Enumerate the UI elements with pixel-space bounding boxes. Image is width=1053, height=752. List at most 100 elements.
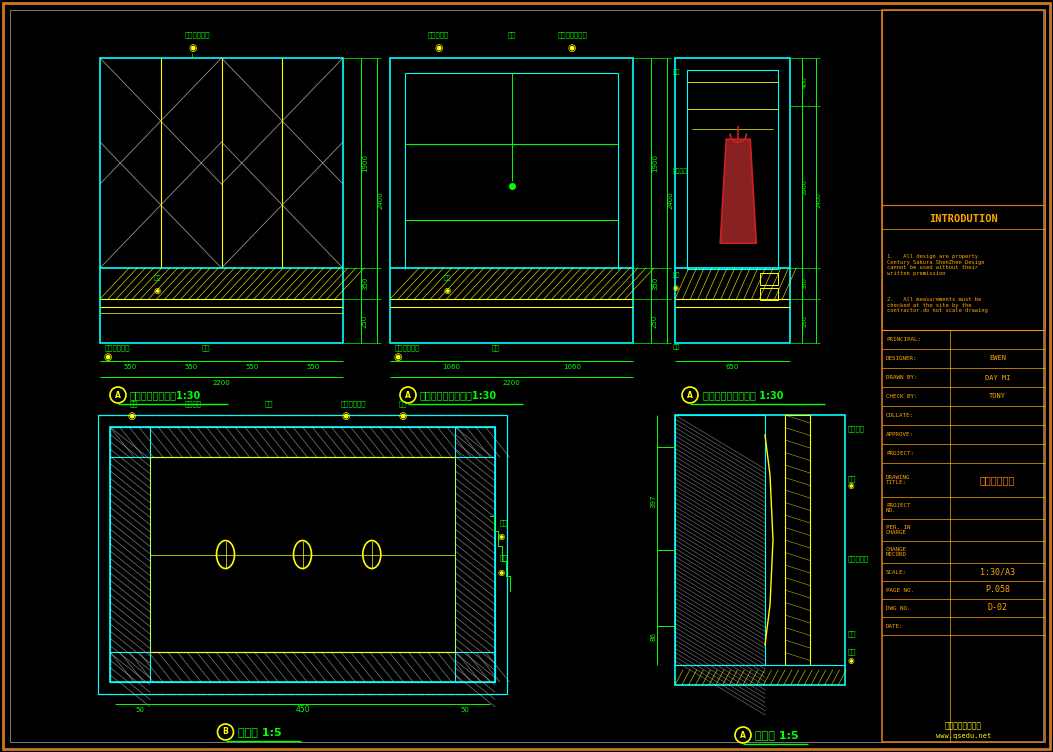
Text: 地板: 地板	[500, 555, 509, 561]
Text: 2400: 2400	[378, 192, 384, 209]
Text: 350: 350	[802, 277, 808, 290]
Text: PAGE NO.: PAGE NO.	[886, 587, 914, 593]
Text: B: B	[222, 727, 229, 736]
Text: ◉: ◉	[128, 411, 137, 421]
Text: DRAWN BY:: DRAWN BY:	[886, 375, 917, 380]
Text: SCALE:: SCALE:	[886, 569, 907, 575]
Text: 挂钩金属木饰条: 挂钩金属木饰条	[557, 31, 588, 38]
Text: ◉: ◉	[498, 532, 505, 541]
Text: 550: 550	[124, 364, 137, 370]
Text: www.qsedu.net: www.qsedu.net	[936, 733, 991, 739]
Text: 灯置: 灯置	[202, 344, 211, 350]
Text: 2400: 2400	[816, 193, 821, 208]
Text: ◉: ◉	[393, 352, 401, 362]
Text: 250: 250	[362, 314, 367, 328]
Text: ◉: ◉	[399, 411, 408, 421]
Text: 1060: 1060	[563, 364, 581, 370]
Text: 2200: 2200	[502, 380, 520, 386]
Bar	[110, 427, 150, 682]
Text: 1060: 1060	[442, 364, 460, 370]
Text: ◉: ◉	[434, 43, 443, 53]
Bar	[784, 415, 810, 665]
Text: 灯置: 灯置	[673, 69, 680, 75]
Text: DWG NO.: DWG NO.	[886, 605, 911, 611]
Text: ◉: ◉	[154, 286, 161, 295]
Bar	[110, 427, 495, 457]
Text: 灯置: 灯置	[265, 400, 274, 407]
Text: 400: 400	[802, 77, 808, 88]
Text: PRINCIPAL:: PRINCIPAL:	[886, 337, 921, 342]
Bar	[687, 70, 778, 269]
Text: 橡柄: 橡柄	[399, 400, 408, 407]
Bar	[455, 427, 495, 682]
Text: 藏柜: 藏柜	[130, 400, 139, 407]
Text: 50: 50	[460, 707, 470, 713]
Text: COLLATE:: COLLATE:	[886, 413, 914, 418]
Text: 灯置: 灯置	[492, 344, 500, 350]
Text: 扣布: 扣布	[848, 475, 856, 481]
Text: 木饰面划痕漆: 木饰面划痕漆	[341, 400, 366, 407]
Text: 覆纱玻璃: 覆纱玻璃	[673, 169, 688, 174]
Text: 展板: 展板	[508, 31, 516, 38]
Text: 藏柜: 藏柜	[154, 276, 161, 281]
Bar	[98, 415, 506, 694]
Text: 地板: 地板	[848, 648, 856, 654]
Text: 1.   All design are property
Century Sakura ShenZhen Design
cannot be used witho: 1. All design are property Century Sakur…	[887, 254, 985, 276]
Text: DAY MI: DAY MI	[985, 374, 1010, 381]
Bar	[110, 652, 495, 682]
Text: A: A	[405, 390, 411, 399]
Text: 安木波条: 安木波条	[848, 425, 865, 432]
Text: 橱柜推拉柜: 橱柜推拉柜	[428, 31, 450, 38]
Text: DRAWING
TITLE:: DRAWING TITLE:	[886, 475, 911, 485]
Text: PER. IN
CHARGE: PER. IN CHARGE	[886, 525, 911, 535]
Text: A: A	[687, 390, 693, 399]
Bar	[882, 10, 1045, 205]
Bar	[675, 415, 845, 685]
Text: 250: 250	[802, 315, 808, 327]
Text: CHECK BY:: CHECK BY:	[886, 394, 917, 399]
Text: 主人房衣柜内立面图1:30: 主人房衣柜内立面图1:30	[420, 390, 497, 400]
Bar	[760, 273, 778, 285]
Text: P.058: P.058	[985, 586, 1010, 595]
Text: 350: 350	[362, 277, 367, 290]
Bar	[882, 10, 1045, 742]
Text: 木饰面划痕漆: 木饰面划痕漆	[395, 344, 420, 350]
Text: 覆纱玻璃: 覆纱玻璃	[185, 400, 202, 407]
Bar	[98, 415, 506, 694]
Text: 主人房衣柜侧剪面图 1:30: 主人房衣柜侧剪面图 1:30	[703, 390, 783, 400]
Text: 350: 350	[652, 277, 658, 290]
Text: 250: 250	[652, 314, 658, 328]
Text: ◉: ◉	[848, 481, 855, 490]
Text: ◉: ◉	[103, 352, 112, 362]
Bar	[98, 415, 506, 694]
Text: 藏柜: 藏柜	[443, 276, 451, 281]
Text: 2.   All measurements must be
checked at the site by the
contractor.do not scale: 2. All measurements must be checked at t…	[887, 297, 988, 314]
Text: 高密度海绵: 高密度海绵	[848, 555, 869, 562]
Text: CHANGE
RECORD: CHANGE RECORD	[886, 547, 907, 557]
Bar	[390, 58, 633, 343]
Text: 剪面图 1:5: 剪面图 1:5	[755, 730, 798, 740]
Text: 1:30/A3: 1:30/A3	[980, 568, 1015, 577]
Text: ◉: ◉	[443, 286, 451, 295]
Bar	[100, 58, 343, 343]
Text: DATE:: DATE:	[886, 623, 903, 629]
Text: 木饰面划痕漆: 木饰面划痕漆	[105, 344, 131, 350]
Text: 大样图 1:5: 大样图 1:5	[238, 727, 281, 737]
Text: 50: 50	[136, 707, 144, 713]
Text: 1900: 1900	[802, 180, 808, 195]
Text: 1900: 1900	[652, 154, 658, 172]
Text: APPROVE:: APPROVE:	[886, 432, 914, 437]
Text: 橡栩: 橡栩	[500, 519, 509, 526]
Text: 2200: 2200	[213, 380, 231, 386]
Text: ◉: ◉	[341, 411, 350, 421]
Text: PROJECT:: PROJECT:	[886, 451, 914, 456]
Text: 主人房衣柜立面图1:30: 主人房衣柜立面图1:30	[130, 390, 201, 400]
Text: 齐生设计职业学校: 齐生设计职业学校	[945, 721, 982, 730]
Text: ◉: ◉	[568, 43, 576, 53]
Text: 2400: 2400	[668, 192, 674, 209]
Bar	[110, 427, 495, 682]
Text: 650: 650	[726, 364, 739, 370]
Bar	[675, 415, 764, 665]
Text: 397: 397	[650, 495, 656, 508]
Text: ◉: ◉	[848, 656, 855, 665]
